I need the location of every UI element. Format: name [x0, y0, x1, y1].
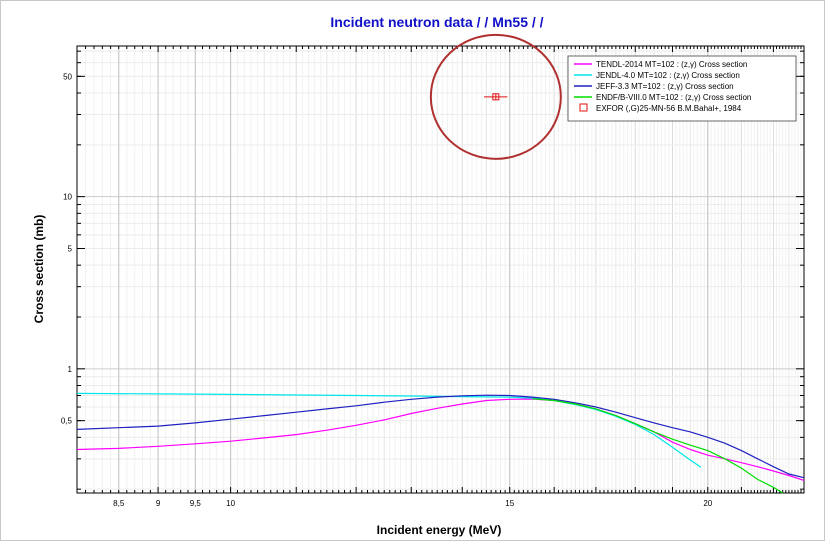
legend-swatch-exfor [579, 103, 588, 112]
series-line-3 [76, 394, 805, 479]
legend: TENDL-2014 MT=102 : (z,γ) Cross section J… [567, 55, 797, 122]
y-tick-label: 0,5 [61, 417, 73, 426]
y-tick-label: 50 [63, 72, 72, 81]
x-axis-label: Incident energy (MeV) [377, 523, 502, 537]
annotation-layer [429, 33, 562, 160]
x-tick-label: 15 [505, 499, 514, 508]
series-line-4 [532, 398, 784, 494]
x-tick-label: 8,5 [113, 499, 125, 508]
series-line-1 [76, 398, 805, 481]
legend-box [567, 55, 797, 122]
legend-label-3: JEFF-3.3 MT=102 : (z,γ) Cross section [596, 82, 734, 91]
minor-ticks [77, 46, 804, 493]
series-layer [76, 392, 805, 494]
exfor-layer [484, 93, 508, 101]
grid-major [118, 46, 709, 493]
exfor-data-point [492, 93, 500, 101]
x-tick-label: 20 [703, 499, 712, 508]
chart-title: Incident neutron data / / Mn55 / / [330, 14, 543, 30]
legend-label-4: ENDF/B-VIII.0 MT=102 : (z,γ) Cross secti… [596, 93, 751, 102]
y-axis-label: Cross section (mb) [32, 215, 46, 324]
y-tick-label: 1 [68, 365, 73, 374]
y-tick-label: 10 [63, 193, 72, 202]
y-tick-label: 5 [68, 244, 73, 253]
y-tick-labels: 0,5 1 5 10 50 [61, 72, 73, 425]
legend-label-1: TENDL-2014 MT=102 : (z,γ) Cross section [596, 60, 747, 69]
plot-area-border [76, 45, 805, 494]
series-line-2 [76, 392, 702, 468]
legend-label-exfor: EXFOR (,G)25-MN-56 B.M.Bahal+, 1984 [596, 104, 742, 113]
legend-label-2: JENDL-4.0 MT=102 : (z,γ) Cross section [596, 71, 740, 80]
x-tick-labels: 8,5 9 9,5 10 15 20 [113, 499, 713, 508]
highlight-circle [429, 33, 562, 160]
x-tick-label: 10 [226, 499, 235, 508]
x-tick-label: 9,5 [190, 499, 202, 508]
x-tick-label: 9 [156, 499, 161, 508]
